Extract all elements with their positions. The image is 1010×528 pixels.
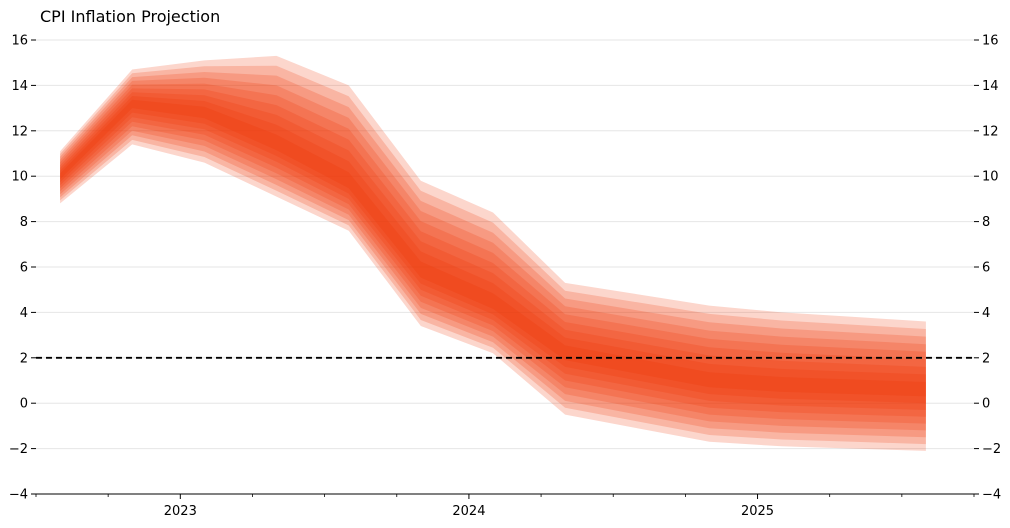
y-tick-label-right: 0 (982, 397, 990, 412)
y-tick-label-right: −2 (982, 442, 1001, 457)
y-tick-label-left: 10 (11, 170, 28, 185)
y-tick-label-right: 12 (982, 124, 999, 139)
y-tick-label-left: 14 (11, 79, 28, 94)
y-tick-label-right: −4 (982, 488, 1001, 503)
y-tick-label-left: 8 (20, 215, 28, 230)
y-tick-label-right: 14 (982, 79, 999, 94)
y-tick-label-left: −4 (9, 488, 28, 503)
y-tick-label-left: 12 (11, 124, 28, 139)
fan-band (60, 92, 926, 410)
fan-band (60, 83, 926, 424)
y-tick-label-right: 16 (982, 34, 999, 49)
fan-band (60, 96, 926, 404)
fan-band (60, 55, 926, 451)
fan-band (60, 88, 926, 417)
chart-title: CPI Inflation Projection (40, 7, 221, 26)
y-tick-label-right: 10 (982, 170, 999, 185)
y-tick-label-right: 8 (982, 215, 990, 230)
x-tick-label: 2023 (164, 504, 197, 519)
y-tick-label-right: 2 (982, 351, 990, 366)
y-tick-label-left: 6 (20, 261, 28, 276)
fan-band (60, 77, 926, 431)
y-tick-label-right: 6 (982, 261, 990, 276)
x-tick-label: 2025 (741, 504, 774, 519)
y-tick-label-left: 0 (20, 397, 28, 412)
y-tick-label-left: 2 (20, 351, 28, 366)
y-tick-label-right: 4 (982, 306, 990, 321)
fan-band (60, 65, 926, 445)
y-tick-label-left: 16 (11, 34, 28, 49)
fan-band (60, 72, 926, 438)
y-tick-label-left: 4 (20, 306, 28, 321)
y-tick-label-left: −2 (9, 442, 28, 457)
fan-bands (60, 55, 926, 451)
x-tick-label: 2024 (452, 504, 485, 519)
